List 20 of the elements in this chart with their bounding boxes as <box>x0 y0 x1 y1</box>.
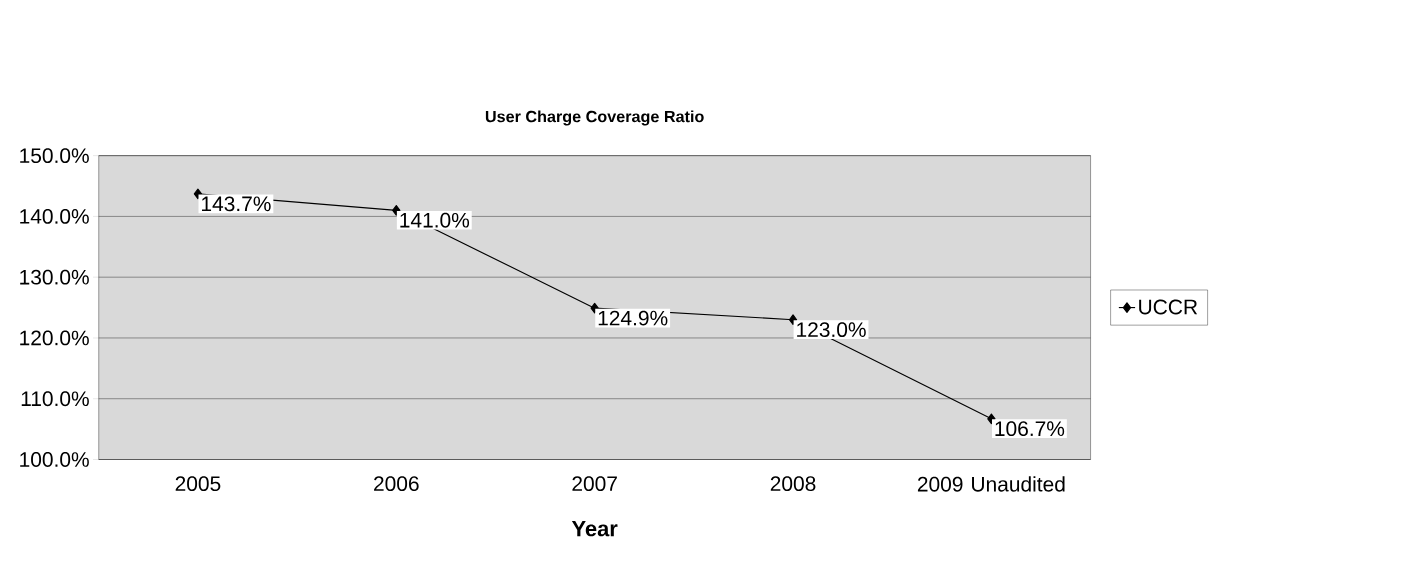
data-label: 106.7% <box>995 421 1065 437</box>
y-tick-label: 120.0% <box>20 330 89 346</box>
data-label: 143.7% <box>202 196 271 212</box>
x-tick-label: 2008 <box>770 476 816 491</box>
data-label: 141.0% <box>400 212 470 228</box>
x-tick-label: 2005 <box>175 476 221 491</box>
x-tick-label: 2006 <box>374 476 419 491</box>
x-tick-label: 2009 Unaudited <box>917 476 1065 492</box>
y-tick-label: 130.0% <box>20 269 89 285</box>
y-tick-label: 100.0% <box>20 451 89 467</box>
y-tick-label: 110.0% <box>21 391 89 407</box>
point <box>392 204 401 216</box>
data-label: 123.0% <box>797 322 866 337</box>
chart-title: User Charge Coverage Ratio <box>485 110 704 126</box>
legend-label: UCCR <box>1139 299 1198 315</box>
x-tick-label: 2007 <box>572 476 617 491</box>
y-tick-label: 140.0% <box>20 208 89 224</box>
y-tick-label: 150.0% <box>20 148 89 163</box>
x-axis-title: Year <box>571 521 618 537</box>
data-label: 124.9% <box>598 310 668 326</box>
